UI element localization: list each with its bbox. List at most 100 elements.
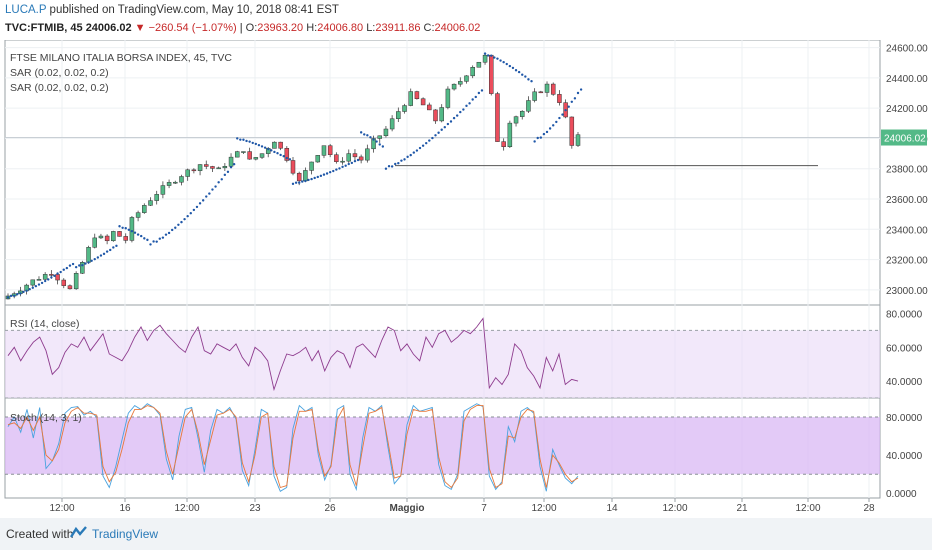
sar-dot bbox=[198, 202, 202, 205]
x-tick-label: Maggio bbox=[390, 503, 425, 514]
high-value: 24006.80 bbox=[317, 22, 364, 34]
sar-dot bbox=[297, 181, 301, 184]
sar-dot bbox=[406, 155, 409, 159]
candle-body bbox=[210, 166, 215, 169]
candle-body bbox=[569, 116, 575, 146]
sar-dot bbox=[319, 174, 323, 178]
rsi-tick-label: 80.0000 bbox=[886, 309, 923, 320]
sar-dot bbox=[53, 274, 56, 278]
sar-dot bbox=[344, 164, 347, 167]
sar-dot bbox=[205, 195, 208, 198]
sar-dot bbox=[545, 130, 549, 134]
sar-dot bbox=[536, 136, 539, 140]
rsi-legend: RSI (14, close) bbox=[10, 318, 79, 330]
sar-dot bbox=[390, 165, 394, 168]
sar-dot bbox=[236, 137, 239, 140]
sar-dot bbox=[328, 170, 332, 174]
sar-dot bbox=[167, 231, 171, 235]
sar-dot bbox=[22, 290, 25, 294]
candle-body bbox=[117, 231, 122, 237]
sar-dot bbox=[459, 110, 462, 114]
candle-body bbox=[327, 145, 333, 155]
sar-dot bbox=[232, 163, 236, 166]
sar-dot bbox=[208, 192, 211, 195]
sar-dot bbox=[508, 64, 512, 68]
candle-body bbox=[36, 279, 42, 281]
sar-dot bbox=[201, 199, 205, 202]
price-candles bbox=[5, 53, 581, 300]
sar-dot bbox=[195, 205, 199, 209]
chart-area[interactable]: 24600.0024400.0024200.0024000.0023800.00… bbox=[0, 40, 932, 518]
price-tick-label: 23600.00 bbox=[886, 195, 928, 206]
sar-dot bbox=[384, 167, 388, 170]
candle-body bbox=[321, 145, 327, 156]
sar-dot bbox=[31, 286, 34, 289]
candle-body bbox=[377, 135, 382, 139]
sar-dot bbox=[387, 164, 391, 168]
sar-dot bbox=[341, 165, 344, 169]
sar-dot bbox=[291, 182, 295, 186]
candle-body bbox=[532, 91, 537, 101]
sar-dot bbox=[477, 91, 481, 95]
sar-dot bbox=[87, 261, 90, 264]
sar-dot bbox=[496, 57, 499, 60]
sar-dot bbox=[521, 73, 524, 76]
sar-dot bbox=[474, 95, 477, 99]
rsi-tick-label: 60.0000 bbox=[886, 343, 923, 354]
candle-body bbox=[123, 236, 128, 241]
candle-body bbox=[408, 91, 413, 106]
sar-dot bbox=[431, 136, 434, 140]
sar-dot bbox=[180, 220, 183, 224]
price-change: −260.54 (−1.07%) bbox=[148, 22, 237, 34]
sar-dot bbox=[428, 139, 431, 142]
stoch-band bbox=[5, 417, 880, 475]
sar-dot bbox=[78, 264, 81, 267]
sar-dot bbox=[133, 231, 137, 234]
sar-dot bbox=[161, 236, 165, 239]
candle-body bbox=[489, 54, 494, 94]
rsi-tick-label: 40.0000 bbox=[886, 377, 923, 388]
sar-dot bbox=[257, 143, 261, 147]
candle-body bbox=[80, 262, 85, 274]
tradingview-link[interactable]: TradingView bbox=[92, 527, 159, 541]
sar-dot bbox=[6, 296, 10, 299]
candle-body bbox=[550, 83, 556, 95]
sar-dot bbox=[62, 268, 65, 271]
sar-dot bbox=[502, 60, 505, 64]
sar-dot bbox=[561, 113, 564, 116]
chart-header: LUCA.P published on TradingView.com, May… bbox=[0, 0, 932, 40]
sar-dot bbox=[490, 54, 493, 57]
sar-dot bbox=[282, 155, 285, 158]
sar-dot bbox=[109, 248, 112, 252]
sar-dot bbox=[322, 173, 326, 176]
last-price-tag bbox=[881, 129, 927, 146]
x-tick-label: 26 bbox=[324, 503, 336, 514]
sar-dot bbox=[452, 116, 456, 120]
sar-dot bbox=[279, 153, 282, 157]
sar-dot bbox=[16, 293, 19, 296]
author-link[interactable]: LUCA.P bbox=[5, 4, 47, 16]
sar-dot bbox=[229, 166, 233, 169]
sar-dot bbox=[263, 146, 267, 149]
tradingview-logo-icon bbox=[70, 526, 87, 538]
sar-dot bbox=[493, 56, 496, 59]
candle-body bbox=[259, 153, 265, 158]
candle-body bbox=[538, 91, 544, 94]
candle-body bbox=[309, 161, 314, 171]
candle-body bbox=[476, 61, 482, 68]
candle-body bbox=[197, 164, 203, 171]
sar-dot bbox=[372, 138, 375, 141]
sar-dot bbox=[121, 226, 124, 229]
price-tick-label: 23000.00 bbox=[886, 286, 928, 297]
x-tick-label: 12:00 bbox=[795, 503, 820, 514]
sar-dot bbox=[533, 140, 536, 143]
candle-body bbox=[160, 185, 166, 195]
candle-body bbox=[427, 104, 432, 111]
sar-dot bbox=[288, 158, 292, 161]
candle-body bbox=[414, 91, 420, 99]
candle-body bbox=[166, 182, 172, 186]
close-label: C: bbox=[423, 22, 435, 34]
sar-dot bbox=[397, 161, 400, 165]
candle-body bbox=[104, 235, 110, 242]
stoch-tick-label: 40.0000 bbox=[886, 451, 923, 462]
